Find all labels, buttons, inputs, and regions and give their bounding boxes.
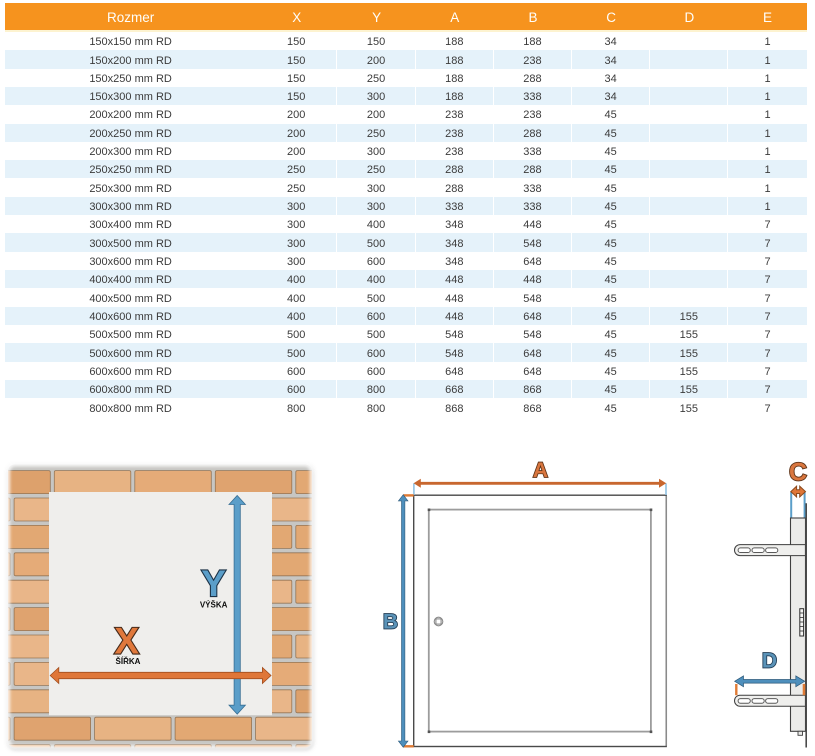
svg-text:X: X xyxy=(114,620,139,661)
svg-text:C: C xyxy=(789,459,807,487)
svg-text:A: A xyxy=(533,459,548,482)
svg-text:ŠÍŘKA: ŠÍŘKA xyxy=(116,657,141,666)
svg-text:B: B xyxy=(383,611,398,634)
svg-text:Y: Y xyxy=(201,563,226,604)
svg-text:D: D xyxy=(762,650,777,673)
svg-text:VÝŠKA: VÝŠKA xyxy=(200,600,228,609)
